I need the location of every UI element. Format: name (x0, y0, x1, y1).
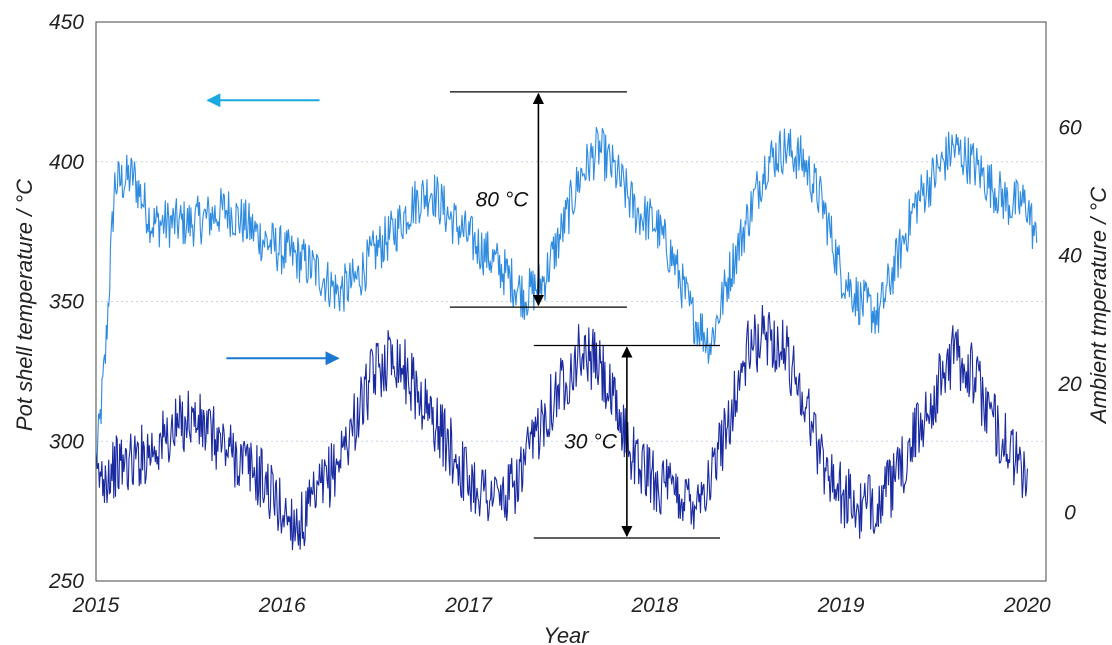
y-tick-label-left: 450 (49, 11, 84, 34)
grid (96, 21, 1046, 582)
x-tick-label: 2015 (72, 594, 120, 617)
series-line-pot-shell (95, 126, 1038, 469)
y-tick-label-left: 300 (49, 430, 84, 453)
y-tick-label-right: 40 (1058, 245, 1082, 268)
y-tick-label-left: 400 (49, 151, 84, 174)
range-label: 30 °C (564, 431, 618, 454)
series-line-ambient (95, 304, 1028, 551)
x-axis-title: Year (543, 623, 590, 645)
y-tick-label-left: 250 (48, 570, 84, 593)
range-label: 80 °C (476, 188, 530, 211)
plot-border (95, 21, 1047, 582)
y-tick-label-right: 20 (1057, 373, 1082, 396)
y-tick-label-right: 0 (1064, 501, 1076, 524)
y-axis-title-left: Pot shell temperature / °C (12, 179, 37, 431)
x-tick-label: 2016 (258, 594, 306, 617)
x-tick-label: 2017 (444, 594, 493, 617)
y-tick-label-right: 60 (1058, 116, 1082, 139)
x-tick-label: 2019 (817, 594, 865, 617)
series-layer (95, 126, 1038, 551)
x-tick-label: 2018 (630, 594, 678, 617)
tick-labels: 2015 2016 2017 2018 2019 2020 250 300 350 400 450 0… (48, 11, 1082, 617)
x-tick-label: 2020 (1003, 594, 1051, 617)
plot-frame (95, 21, 1047, 582)
y-tick-label-left: 350 (49, 291, 84, 314)
annotations: 80 °C 30 °C (206, 91, 721, 539)
y-axis-title-right: Ambient tmperature / °C (1086, 187, 1111, 425)
